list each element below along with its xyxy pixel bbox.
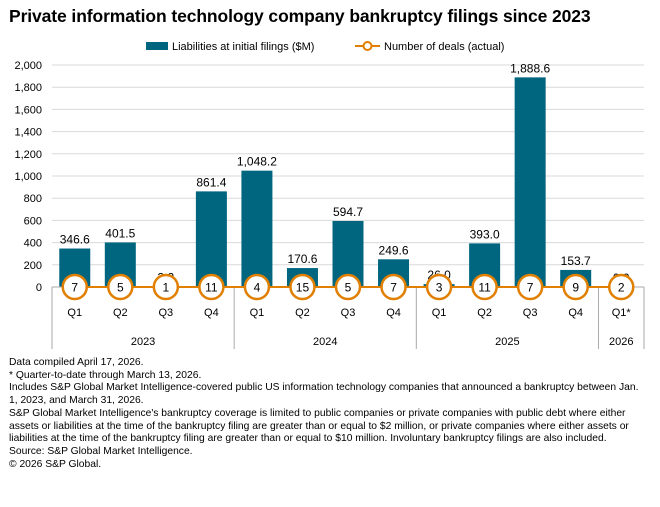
x-tick-label: Q2	[113, 307, 128, 319]
y-tick-label: 0	[36, 282, 42, 294]
deal-marker	[425, 273, 453, 301]
x-tick-label: Q2	[477, 307, 492, 319]
bar-value-label: 170.6	[287, 252, 317, 266]
deal-count-label: 9	[572, 281, 579, 295]
x-tick-label: Q4	[568, 307, 583, 319]
footnote-scope: Includes S&P Global Market Intelligence-…	[9, 382, 639, 407]
deal-marker	[334, 273, 362, 301]
footnote-qtd: * Quarter-to-date through March 13, 2026…	[9, 369, 202, 381]
y-tick-label: 400	[24, 238, 42, 250]
footnotes: Data compiled April 17, 2026. * Quarter-…	[9, 357, 649, 471]
deal-marker	[61, 273, 89, 301]
x-tick-label: Q1	[432, 307, 447, 319]
x-year-label: 2024	[313, 336, 337, 348]
y-tick-label: 1,800	[14, 82, 42, 94]
deal-count-label: 7	[527, 281, 534, 295]
deal-count-label: 5	[345, 281, 352, 295]
bars	[59, 77, 592, 287]
bar-value-label: 401.5	[105, 226, 135, 240]
deal-marker	[243, 273, 271, 301]
bar-value-label: 1,888.6	[510, 61, 550, 75]
x-tick-label: Q1	[250, 307, 265, 319]
x-year-label: 2026	[609, 336, 633, 348]
deal-count-label: 11	[205, 281, 218, 295]
x-tick-label: Q1*	[612, 307, 632, 319]
deals-markers: 7 5 1 11 4 15 5 7 3 11 7 9 2	[61, 273, 635, 301]
y-tick-label: 800	[24, 193, 42, 205]
deal-marker	[562, 273, 589, 301]
y-tick-label: 600	[24, 215, 42, 227]
y-axis: 0 200 400 600 800 1,000 1,200 1,400 1,600 1,800 2,…	[14, 60, 42, 294]
deal-marker	[198, 273, 225, 301]
deal-count-label: 15	[296, 281, 310, 295]
legend-line-marker	[362, 41, 373, 51]
deal-marker	[516, 273, 544, 301]
deal-marker	[289, 273, 316, 301]
footnote-coverage: S&P Global Market Intelligence's bankrup…	[9, 407, 629, 445]
x-tick-label: Q3	[523, 307, 538, 319]
legend-bar-swatch	[146, 42, 168, 50]
deal-count-label: 11	[478, 281, 491, 295]
deal-count-label: 7	[390, 281, 397, 295]
deal-marker	[152, 273, 180, 301]
x-year-label: 2025	[495, 336, 519, 348]
deal-count-label: 1	[163, 281, 170, 295]
bar-value-label: 861.4	[196, 175, 226, 189]
x-year-label: 2023	[131, 336, 155, 348]
y-tick-label: 1,400	[14, 127, 42, 139]
x-tick-label: Q4	[386, 307, 401, 319]
bar	[241, 170, 273, 287]
deal-count-label: 2	[618, 281, 625, 295]
deal-marker	[107, 273, 134, 301]
footnote-copyright: © 2026 S&P Global.	[9, 458, 102, 470]
y-tick-label: 1,200	[14, 149, 42, 161]
bar-value-labels: 346.6401.53.2861.41,048.2170.6594.7249.6…	[60, 61, 630, 285]
bar-line-chart: Liabilities at initial filings ($M) Numb…	[14, 41, 645, 349]
deal-marker	[380, 273, 407, 301]
y-tick-label: 1,600	[14, 104, 42, 116]
bar-value-label: 594.7	[333, 205, 363, 219]
deal-marker	[471, 273, 498, 301]
deal-count-label: 4	[254, 281, 261, 295]
bar	[195, 191, 227, 287]
legend-line-label: Number of deals (actual)	[384, 41, 504, 53]
y-tick-label: 200	[24, 260, 42, 272]
chart-title: Private information technology company b…	[9, 6, 591, 26]
deal-count-label: 7	[71, 281, 78, 295]
bar-value-label: 393.0	[470, 227, 500, 241]
bar-value-label: 1,048.2	[237, 155, 277, 169]
x-tick-label: Q3	[341, 307, 356, 319]
x-tick-label: Q2	[295, 307, 310, 319]
deal-marker	[607, 273, 635, 301]
y-tick-label: 2,000	[14, 60, 42, 72]
x-tick-label: Q1	[67, 307, 82, 319]
bar-value-label: 153.7	[561, 254, 591, 268]
bar	[514, 77, 546, 287]
deal-count-label: 5	[117, 281, 124, 295]
legend: Liabilities at initial filings ($M) Numb…	[146, 41, 504, 53]
bar-value-label: 346.6	[60, 233, 90, 247]
y-tick-label: 1,000	[14, 171, 42, 183]
footnote-source: Source: S&P Global Market Intelligence.	[9, 445, 193, 457]
footnote-date: Data compiled April 17, 2026.	[9, 357, 144, 368]
x-tick-label: Q3	[159, 307, 174, 319]
bar-value-label: 249.6	[379, 243, 409, 257]
legend-bar-label: Liabilities at initial filings ($M)	[172, 41, 314, 53]
x-tick-label: Q4	[204, 307, 219, 319]
deal-count-label: 3	[436, 281, 443, 295]
